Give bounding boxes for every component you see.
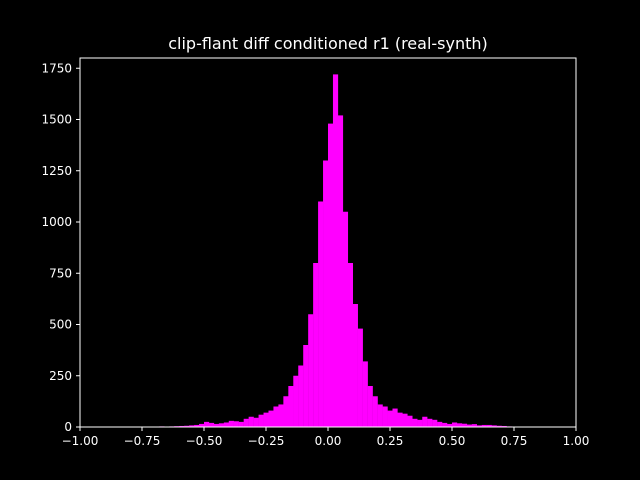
- histogram-bar: [442, 422, 448, 427]
- x-tick-label: 1.00: [563, 434, 590, 448]
- x-tick-label: −0.25: [248, 434, 285, 448]
- histogram-bar: [347, 263, 353, 427]
- y-tick-label: 0: [64, 420, 72, 434]
- histogram-bar: [486, 424, 492, 427]
- histogram-bar: [456, 423, 463, 427]
- histogram-bar: [238, 421, 244, 427]
- histogram-bar: [323, 160, 329, 427]
- x-tick-label: −1.00: [62, 434, 99, 448]
- histogram-bar: [501, 425, 507, 427]
- histogram-bar: [466, 424, 473, 427]
- histogram-bar: [377, 404, 383, 427]
- histogram-bar: [337, 115, 344, 428]
- histogram-bar: [481, 424, 487, 427]
- x-tick-label: 0.00: [315, 434, 342, 448]
- histogram-bar: [417, 419, 423, 427]
- histogram-bar: [352, 304, 358, 427]
- histogram-bar: [397, 412, 403, 427]
- histogram-bar: [382, 406, 388, 427]
- histogram-bar: [491, 425, 497, 427]
- histogram-bar: [437, 421, 443, 427]
- x-tick-label: 0.25: [377, 434, 404, 448]
- histogram-bar: [189, 425, 195, 427]
- histogram-bar: [332, 74, 339, 428]
- histogram-bar: [412, 418, 418, 427]
- histogram-bar: [273, 406, 279, 427]
- histogram-bar: [258, 414, 264, 427]
- histogram-bar: [362, 361, 368, 427]
- histogram-bar: [313, 263, 319, 427]
- y-tick-label: 1250: [41, 164, 72, 178]
- histogram-bar: [288, 386, 294, 427]
- histogram-bar: [402, 413, 408, 427]
- histogram-bar: [432, 419, 438, 427]
- histogram-bar: [268, 410, 274, 427]
- histogram-bar: [308, 314, 314, 427]
- histogram-bar: [248, 416, 254, 427]
- histogram-bar: [471, 424, 477, 427]
- histogram-bar: [218, 423, 225, 427]
- y-tick-label: 750: [49, 266, 72, 280]
- histogram-bar: [461, 423, 468, 427]
- histogram-bar: [387, 410, 393, 427]
- histogram-bar: [204, 421, 210, 427]
- histogram-bar: [422, 416, 428, 427]
- histogram-bar: [194, 424, 200, 427]
- histogram-bar: [407, 415, 413, 427]
- histogram-bar: [283, 396, 289, 427]
- histogram-bar: [328, 123, 334, 427]
- histogram-bar: [452, 422, 458, 427]
- histogram-bar: [342, 211, 349, 427]
- histogram-bar: [243, 418, 249, 427]
- x-axis-ticks: −1.00 −0.75 −0.50 −0.25 0.00 0.25 0.50 0.75 1.00: [62, 427, 590, 448]
- histogram-bar: [278, 404, 284, 427]
- histogram-bar: [179, 425, 185, 427]
- histogram-bar: [223, 422, 229, 427]
- y-tick-label: 1500: [41, 113, 72, 127]
- histogram-bar: [357, 328, 363, 427]
- histogram-bar: [253, 417, 259, 427]
- histogram-bar: [199, 423, 205, 427]
- y-tick-label: 1000: [41, 215, 72, 229]
- y-tick-label: 250: [49, 369, 72, 383]
- x-tick-label: 0.75: [501, 434, 528, 448]
- histogram-bar: [496, 425, 502, 427]
- histogram-bar: [372, 396, 378, 427]
- x-tick-label: −0.50: [186, 434, 223, 448]
- histogram-bar: [318, 201, 324, 427]
- histogram-bar: [447, 423, 453, 427]
- histogram-bar: [427, 418, 433, 427]
- plot-frame: [79, 57, 577, 428]
- histogram-bar: [476, 425, 482, 427]
- histogram-bar: [298, 365, 304, 427]
- x-tick-label: −0.75: [124, 434, 161, 448]
- histogram-bar: [263, 412, 269, 427]
- histogram-bars: [159, 74, 537, 428]
- histogram-bar: [208, 422, 215, 427]
- histogram-bar: [303, 345, 309, 427]
- histogram-bar: [213, 423, 220, 427]
- y-tick-label: 1750: [41, 61, 72, 75]
- chart-title: clip-flant diff conditioned r1 (real-syn…: [168, 34, 488, 53]
- histogram-bar: [367, 386, 373, 427]
- histogram-bar: [293, 375, 299, 427]
- histogram-bar: [392, 408, 398, 427]
- y-tick-label: 500: [49, 318, 72, 332]
- y-axis-ticks: 0 250 500 750 1000 1250 1500 1750: [41, 61, 80, 434]
- histogram-bar: [228, 420, 234, 427]
- histogram-bar: [233, 421, 239, 427]
- x-tick-label: 0.50: [439, 434, 466, 448]
- histogram-bar: [184, 425, 190, 427]
